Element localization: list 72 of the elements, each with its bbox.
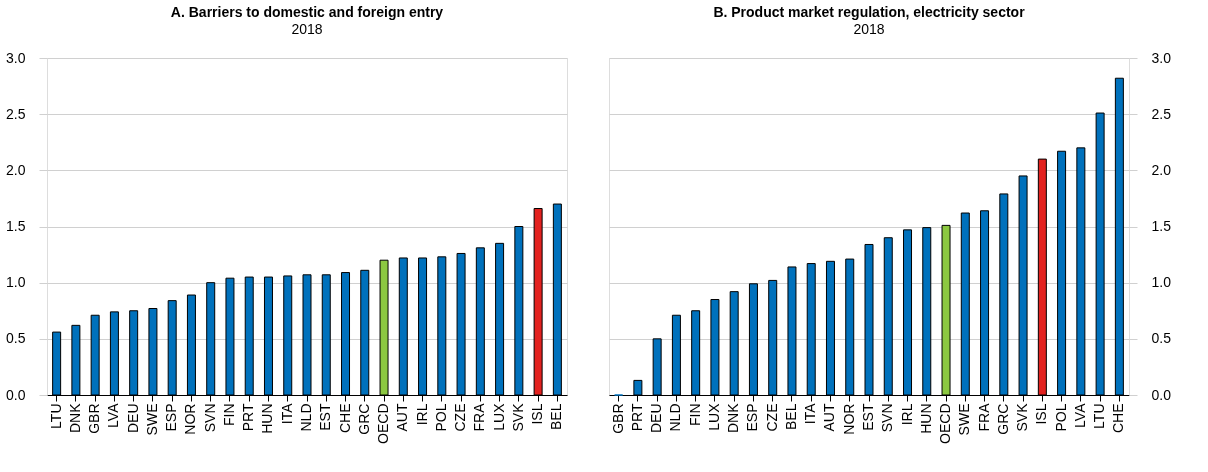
x-tick-label: ESP [163,403,180,432]
x-tick-label: DNK [725,402,742,434]
y-tick-label: 2.5 [6,105,26,122]
x-tick-label: GBR [609,403,626,434]
y-tick-label: 1.0 [1151,274,1172,291]
x-tick-label: LTU [47,403,64,429]
x-tick-label: EST [860,403,876,431]
x-tick-label: FIN [686,403,703,427]
x-tick-label: SVK [1014,402,1031,432]
x-tick-label: LUX [705,402,722,431]
x-tick-label: IRL [898,403,915,426]
x-tick-label: OECD [375,403,392,444]
x-tick-label: POL [432,403,449,432]
y-tick-label: 1.5 [6,218,26,234]
x-tick-label: FIN [220,403,237,427]
y-tick-label: 1.0 [6,274,26,291]
x-tick-label: POL [1052,403,1069,432]
chart-title: B. Product market regulation, electricity sector [713,4,1026,20]
x-tick-label: GBR [86,403,103,434]
x-tick-label: NOR [840,403,857,435]
x-tick-label: EST [317,403,334,431]
x-tick-label: ISL [1033,403,1050,425]
y-tick-label: 3.0 [6,49,26,66]
x-tick-label: GRC [994,403,1011,435]
chart-title: A. Barriers to domestic and foreign entry [170,4,444,20]
y-tick-label: 2.0 [6,161,26,178]
x-tick-label: CZE [763,403,780,432]
x-tick-label: FRA [975,402,992,432]
chart-subtitle: 2018 [853,21,885,37]
y-tick-label: 0.0 [1151,386,1172,403]
x-tick-label: AUT [821,403,838,432]
y-tick-label: 1.5 [1151,218,1172,234]
x-tick-label: SWE [143,403,160,436]
x-tick-label: SWE [956,403,973,436]
x-tick-label: CHE [336,403,353,434]
x-tick-label: AUT [394,403,411,432]
chart-subtitle: 2018 [291,21,323,37]
x-tick-label: IRL [413,403,430,426]
x-tick-label: SVK [509,402,526,432]
x-tick-label: PRT [628,403,645,432]
x-tick-label: HUN [259,403,276,434]
x-tick-label: ITA [278,402,295,425]
x-tick-label: NLD [667,403,684,432]
x-tick-label: LVA [105,402,122,428]
x-tick-label: SVN [879,403,896,433]
y-tick-label: 2.0 [1151,161,1172,178]
x-tick-label: ISL [529,403,546,425]
x-tick-label: SVN [201,403,218,433]
x-tick-label: DEU [648,403,665,434]
x-tick-label: LTU [1091,403,1108,429]
x-tick-label: LVA [1071,402,1088,428]
x-tick-label: ITA [802,402,819,425]
y-tick-label: 0.5 [6,330,26,347]
x-tick-label: BEL [782,403,799,430]
x-tick-label: NLD [298,403,314,432]
x-tick-label: DNK [66,402,83,434]
x-tick-label: FRA [471,402,488,432]
x-tick-label: GRC [355,403,372,435]
x-tick-label: LUX [490,402,507,431]
x-tick-label: DEU [124,403,141,434]
x-tick-label: OECD [937,403,954,444]
y-tick-label: 2.5 [1151,105,1172,122]
x-tick-label: CZE [452,403,469,432]
y-tick-label: 3.0 [1151,49,1172,66]
y-tick-label: 0.5 [1151,330,1172,347]
x-tick-label: CHE [1110,403,1127,434]
x-tick-label: ESP [744,403,761,432]
x-tick-label: BEL [548,403,565,430]
y-tick-label: 0.0 [6,386,26,403]
x-tick-label: NOR [182,403,199,435]
x-tick-label: HUN [917,403,934,434]
x-tick-label: PRT [240,403,257,432]
